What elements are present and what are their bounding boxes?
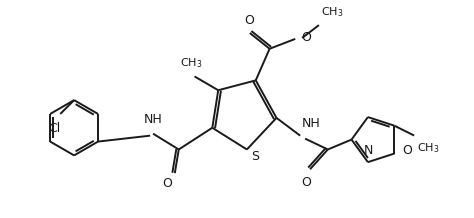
Text: S: S bbox=[251, 150, 259, 163]
Text: Cl: Cl bbox=[48, 122, 61, 135]
Text: O: O bbox=[301, 176, 311, 189]
Text: CH$_3$: CH$_3$ bbox=[417, 141, 439, 155]
Text: CH$_3$: CH$_3$ bbox=[321, 5, 343, 19]
Text: N: N bbox=[364, 144, 374, 157]
Text: O: O bbox=[301, 31, 311, 44]
Text: NH: NH bbox=[144, 113, 163, 126]
Text: NH: NH bbox=[302, 117, 321, 130]
Text: CH$_3$: CH$_3$ bbox=[180, 57, 203, 70]
Text: O: O bbox=[402, 144, 412, 157]
Text: O: O bbox=[244, 14, 254, 27]
Text: O: O bbox=[162, 177, 172, 190]
